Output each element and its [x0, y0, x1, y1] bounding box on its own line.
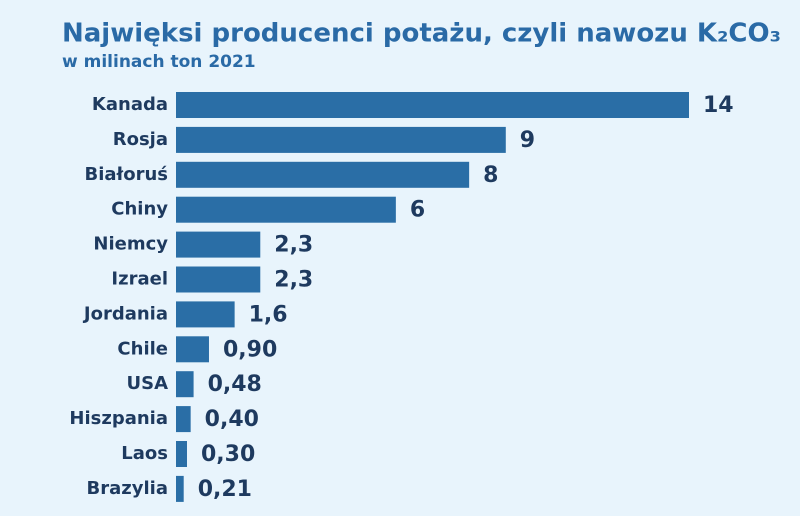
chart-title: Najwięksi producenci potażu, czyli nawoz…: [62, 19, 781, 49]
value-label: 2,3: [274, 268, 313, 293]
value-label: 14: [703, 93, 734, 118]
value-label: 2,3: [274, 233, 313, 258]
value-label: 0,40: [205, 407, 259, 432]
category-label: Brazylia: [87, 478, 168, 499]
category-label: Jordania: [82, 303, 168, 324]
value-label: 8: [483, 163, 498, 188]
bar: [176, 266, 261, 293]
bar: [176, 126, 506, 153]
category-label: USA: [126, 373, 168, 394]
bar: [176, 371, 194, 398]
category-label: Laos: [121, 443, 168, 464]
value-label: 0,90: [223, 337, 277, 362]
category-label: Białoruś: [85, 164, 169, 185]
category-label: Kanada: [92, 94, 168, 115]
bar: [176, 475, 184, 502]
value-label: 0,21: [198, 477, 252, 502]
bar: [176, 231, 261, 258]
bar: [176, 161, 470, 188]
value-label: 6: [410, 198, 425, 223]
bar: [176, 92, 689, 118]
category-label: Rosja: [113, 129, 168, 150]
bar: [176, 301, 235, 328]
category-label: Izrael: [111, 269, 168, 290]
bar: [176, 406, 191, 433]
value-label: 0,48: [208, 372, 262, 397]
value-label: 0,30: [201, 442, 255, 467]
value-label: 1,6: [249, 302, 288, 327]
value-label: 9: [520, 128, 535, 153]
category-label: Niemcy: [93, 234, 168, 255]
category-label: Hiszpania: [69, 408, 168, 429]
bar: [176, 441, 187, 467]
chart-subtitle: w milinach ton 2021: [62, 52, 256, 72]
category-label: Chiny: [111, 199, 168, 220]
category-label: Chile: [117, 338, 168, 359]
bar: [176, 336, 209, 363]
bar: [176, 196, 396, 223]
